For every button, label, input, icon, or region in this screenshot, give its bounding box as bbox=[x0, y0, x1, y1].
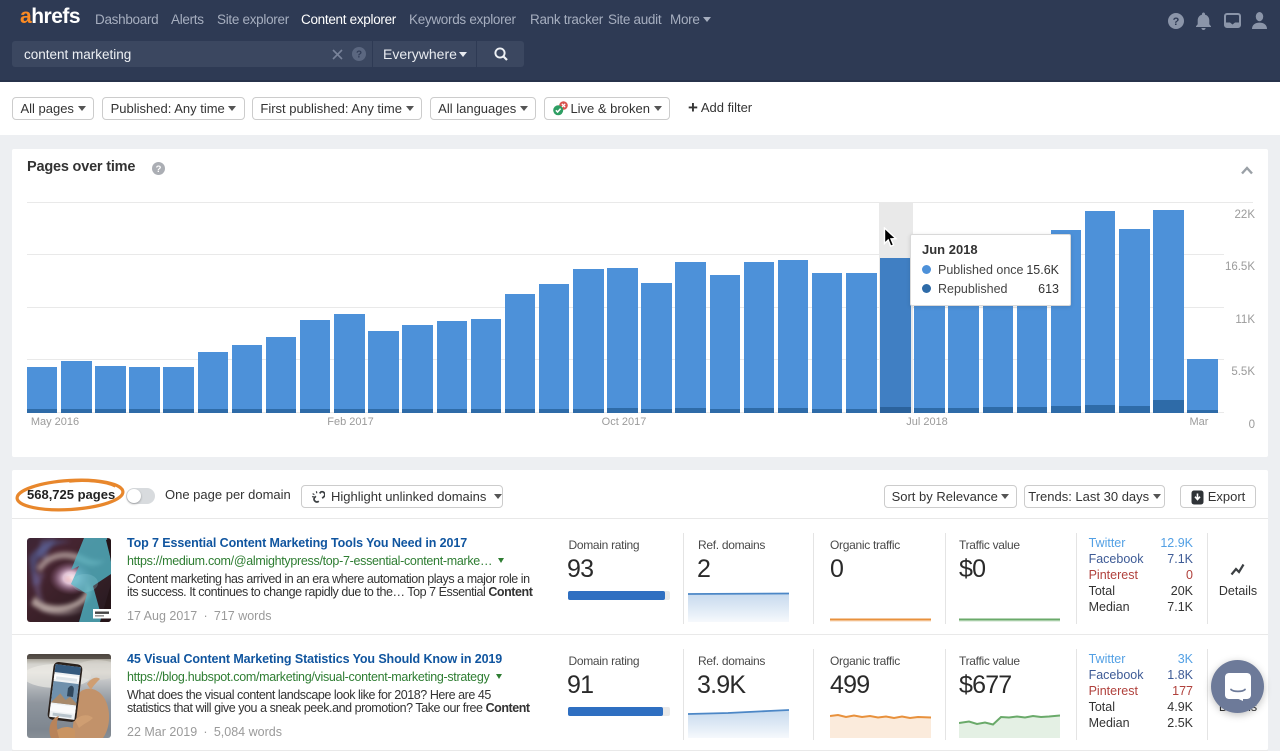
svg-text:?: ? bbox=[1173, 16, 1180, 28]
svg-text:?: ? bbox=[156, 164, 162, 175]
svg-text:?: ? bbox=[356, 50, 362, 61]
